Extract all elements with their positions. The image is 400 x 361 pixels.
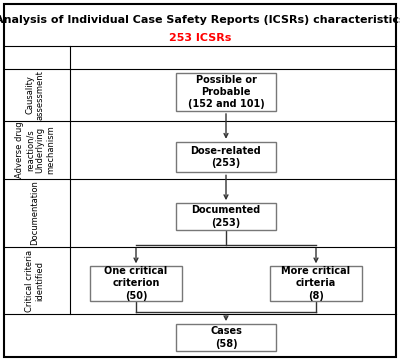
Text: Critical criteria
identified: Critical criteria identified [25,249,45,312]
Bar [176,203,276,230]
Text: Cases
(58): Cases (58) [210,326,242,349]
Bar [176,73,276,111]
Text: More critical
cirteria
(8): More critical cirteria (8) [282,266,350,301]
Text: One critical
criterion
(50): One critical criterion (50) [104,266,168,301]
Text: Possible or
Probable
(152 and 101): Possible or Probable (152 and 101) [188,75,264,109]
Bar [176,324,276,351]
Text: Analysis of Individual Case Safety Reports (ICSRs) characteristics: Analysis of Individual Case Safety Repor… [0,15,400,25]
Bar [270,266,362,300]
Text: Adverse drug
reaction/s
Underlying
mechanism: Adverse drug reaction/s Underlying mecha… [15,122,55,178]
Bar [90,266,182,300]
Text: 253 ICSRs: 253 ICSRs [169,33,231,43]
Text: Causality
assessment: Causality assessment [25,70,45,120]
Text: Documented
(253): Documented (253) [191,205,261,228]
Text: Documentation: Documentation [30,180,40,245]
Text: Dose-related
(253): Dose-related (253) [191,146,261,168]
Bar [176,142,276,173]
